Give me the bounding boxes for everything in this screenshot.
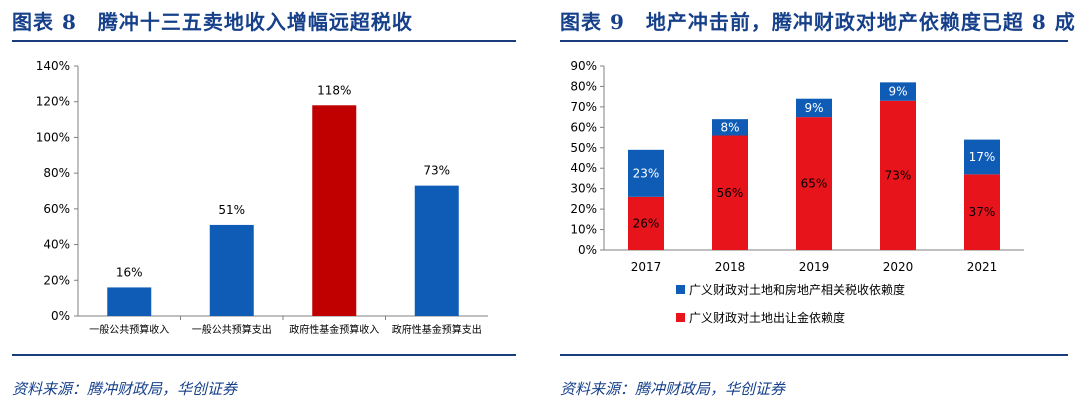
y-tick-label: 70% bbox=[570, 100, 597, 114]
y-tick-label: 80% bbox=[43, 166, 70, 180]
y-tick-label: 0% bbox=[578, 243, 597, 257]
x-tick-label: 一般公共预算收入 bbox=[89, 323, 169, 336]
bar bbox=[312, 105, 357, 317]
data-label: 16% bbox=[116, 265, 143, 279]
data-label-property-tax: 17% bbox=[969, 150, 996, 164]
x-tick-label: 2021 bbox=[967, 260, 998, 274]
figure-8-panel: 图表 8 腾冲十三五卖地收入增幅远超税收 0% 20% 40% 60% 80% 100% 1… bbox=[0, 0, 528, 410]
y-tick-label: 60% bbox=[43, 202, 70, 216]
x-tick-label: 2017 bbox=[631, 260, 662, 274]
legend-label: 广义财政对土地和房地产相关税收依赖度 bbox=[689, 282, 905, 297]
bar-property-tax bbox=[796, 98, 832, 118]
figure-8-source: 资料来源：腾冲财政局，华创证券 bbox=[12, 380, 238, 398]
bar-land-sales bbox=[880, 100, 916, 250]
legend-swatch bbox=[676, 313, 685, 322]
legend-label: 广义财政对土地出让金依赖度 bbox=[689, 310, 845, 325]
data-label-property-tax: 8% bbox=[720, 120, 739, 134]
top-rule bbox=[12, 40, 516, 42]
y-tick-label: 40% bbox=[570, 161, 597, 175]
data-label: 73% bbox=[423, 164, 450, 178]
bar-land-sales bbox=[964, 174, 1000, 250]
bar-land-sales bbox=[796, 117, 832, 250]
figure-9-chart: 0% 10% 20% 30% 40% 50% 60% 70% 80% 90% 26% 23% 2017 5… bbox=[570, 59, 1024, 325]
figure-9-source: 资料来源：腾冲财政局，华创证券 bbox=[560, 380, 786, 398]
y-tick-label: 60% bbox=[570, 120, 597, 134]
data-label-property-tax: 9% bbox=[804, 101, 823, 115]
data-label-land-sales: 73% bbox=[885, 168, 912, 182]
data-label-property-tax: 9% bbox=[888, 85, 907, 99]
bar bbox=[414, 185, 459, 316]
y-tick-label: 80% bbox=[570, 79, 597, 93]
y-tick-label: 50% bbox=[570, 141, 597, 155]
x-tick-label: 政府性基金预算支出 bbox=[392, 323, 482, 336]
y-tick-label: 120% bbox=[36, 95, 70, 109]
bar-property-tax bbox=[880, 82, 916, 101]
y-tick-label: 20% bbox=[43, 273, 70, 287]
bar-property-tax bbox=[628, 149, 664, 197]
bar bbox=[107, 287, 152, 316]
top-rule bbox=[560, 40, 1068, 42]
data-label-land-sales: 37% bbox=[969, 205, 996, 219]
x-tick-label: 2020 bbox=[883, 260, 914, 274]
bar bbox=[209, 224, 254, 316]
figure-8-title: 图表 8 腾冲十三五卖地收入增幅远超税收 bbox=[12, 10, 413, 34]
x-tick-label: 一般公共预算支出 bbox=[192, 323, 272, 336]
y-tick-label: 10% bbox=[570, 223, 597, 237]
data-label: 118% bbox=[317, 83, 351, 97]
data-label-land-sales: 26% bbox=[633, 216, 660, 230]
bottom-rule bbox=[12, 354, 516, 356]
bar-property-tax bbox=[964, 139, 1000, 175]
bar-property-tax bbox=[712, 119, 748, 136]
figure-8-chart: 0% 20% 40% 60% 80% 100% 120% 140% 16% 一般公共预算收入 51%… bbox=[36, 59, 488, 336]
y-tick-label: 20% bbox=[570, 202, 597, 216]
bar-land-sales bbox=[712, 135, 748, 250]
y-tick-label: 100% bbox=[36, 130, 70, 144]
y-tick-label: 0% bbox=[51, 309, 70, 323]
data-label-land-sales: 65% bbox=[801, 177, 828, 191]
figure-9-panel: 图表 9 地产冲击前，腾冲财政对地产依赖度已超 8 成 0% 10% 20% 30% 4… bbox=[548, 0, 1080, 410]
y-tick-label: 140% bbox=[36, 59, 70, 73]
x-tick-label: 2018 bbox=[715, 260, 746, 274]
data-label-property-tax: 23% bbox=[633, 166, 660, 180]
figure-9-title: 图表 9 地产冲击前，腾冲财政对地产依赖度已超 8 成 bbox=[560, 10, 1076, 34]
x-tick-label: 2019 bbox=[799, 260, 830, 274]
y-tick-label: 30% bbox=[570, 182, 597, 196]
bottom-rule bbox=[560, 354, 1068, 356]
y-tick-label: 90% bbox=[570, 59, 597, 73]
y-tick-label: 40% bbox=[43, 238, 70, 252]
data-label-land-sales: 56% bbox=[717, 186, 744, 200]
bar-land-sales bbox=[628, 196, 664, 250]
legend-swatch bbox=[676, 285, 685, 294]
data-label: 51% bbox=[218, 203, 245, 217]
x-tick-label: 政府性基金预算收入 bbox=[289, 323, 379, 336]
